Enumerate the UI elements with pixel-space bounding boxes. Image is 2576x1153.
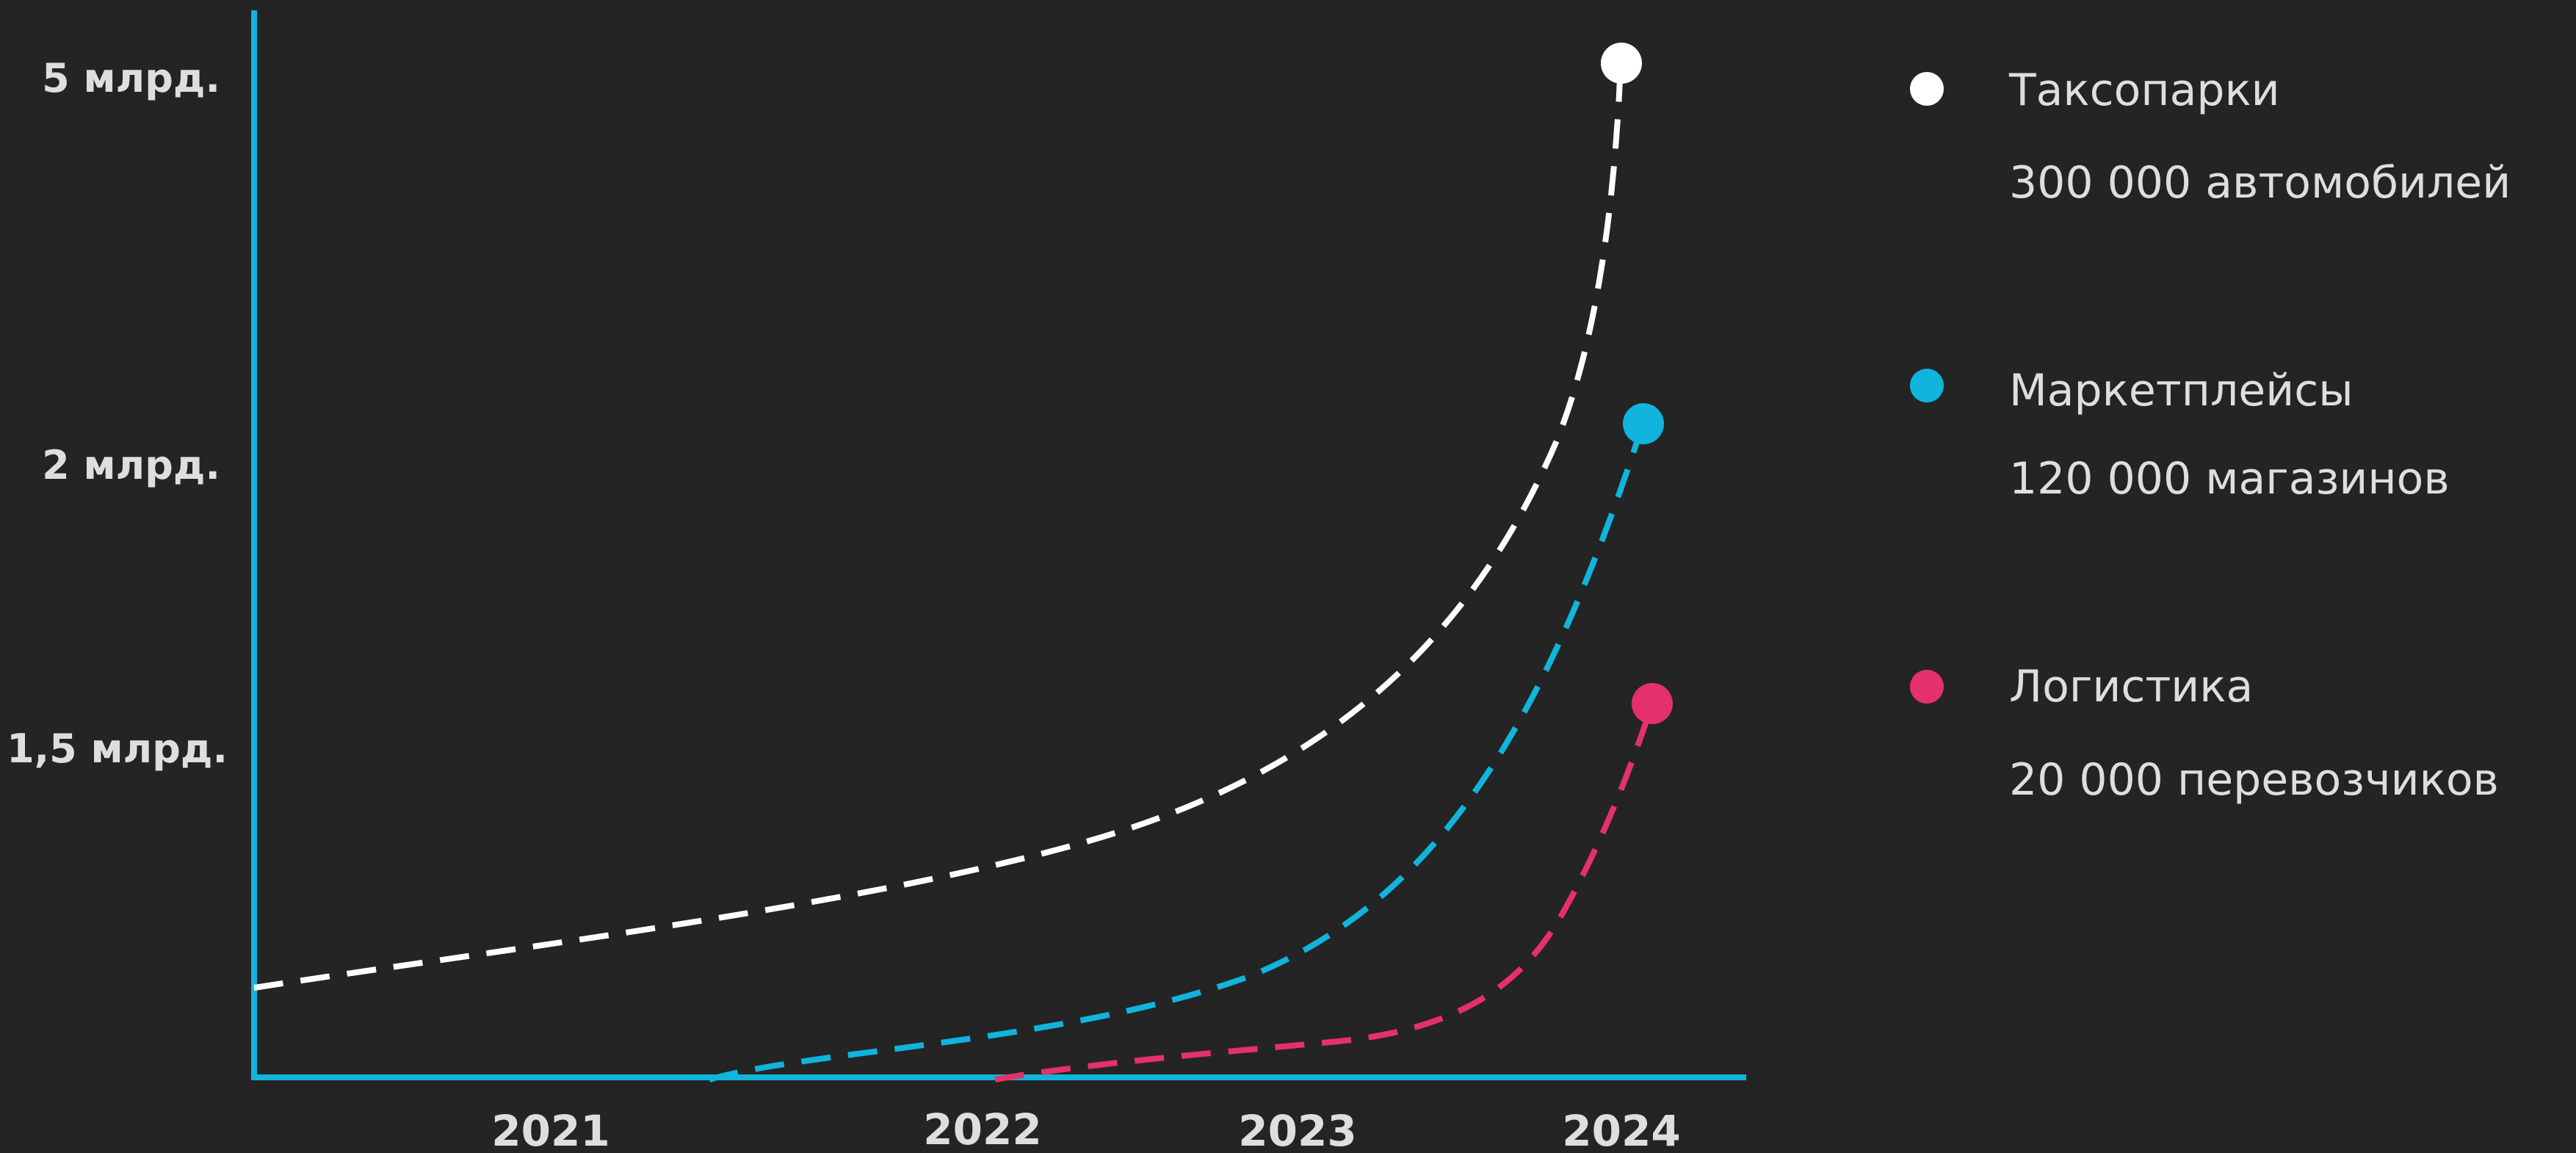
series-line-marketplaces — [708, 423, 1646, 1082]
series-line-taxi — [253, 64, 1624, 991]
legend-series-detail: 120 000 магазинов — [2009, 453, 2450, 505]
y-tick-label: 1,5 млрд. — [7, 726, 228, 772]
series-end-point-marketplaces — [1623, 403, 1664, 444]
x-tick-label: 2023 — [1238, 1106, 1356, 1153]
legend-series-name: Маркетплейсы — [2009, 365, 2354, 416]
series-end-point-taxi — [1601, 43, 1642, 84]
legend-dot — [1910, 670, 1944, 704]
x-tick-label: 2024 — [1562, 1106, 1680, 1153]
legend-item-taxi: Таксопарки 300 000 автомобилей — [1910, 65, 2511, 209]
legend-item-marketplaces: Маркетплейсы 120 000 магазинов — [1910, 365, 2450, 505]
legend-series-name: Таксопарки — [2008, 65, 2280, 116]
legend-item-logistics: Логистика 20 000 перевозчиков — [1910, 661, 2499, 806]
legend-dot — [1910, 369, 1944, 402]
x-tick-label: 2021 — [491, 1106, 609, 1153]
y-tick-label: 5 млрд. — [42, 55, 220, 101]
y-tick-label: 2 млрд. — [42, 442, 220, 488]
legend-series-detail: 300 000 автомобилей — [2009, 157, 2511, 209]
series-end-point-logistics — [1632, 683, 1673, 724]
legend-series-detail: 20 000 перевозчиков — [2009, 754, 2499, 806]
legend-dot — [1910, 72, 1944, 106]
legend-series-name: Логистика — [2009, 661, 2253, 712]
legend: Таксопарки 300 000 автомобилей Маркетпле… — [1910, 65, 2511, 806]
x-tick-label: 2022 — [923, 1105, 1041, 1153]
series-line-logistics — [994, 702, 1655, 1082]
